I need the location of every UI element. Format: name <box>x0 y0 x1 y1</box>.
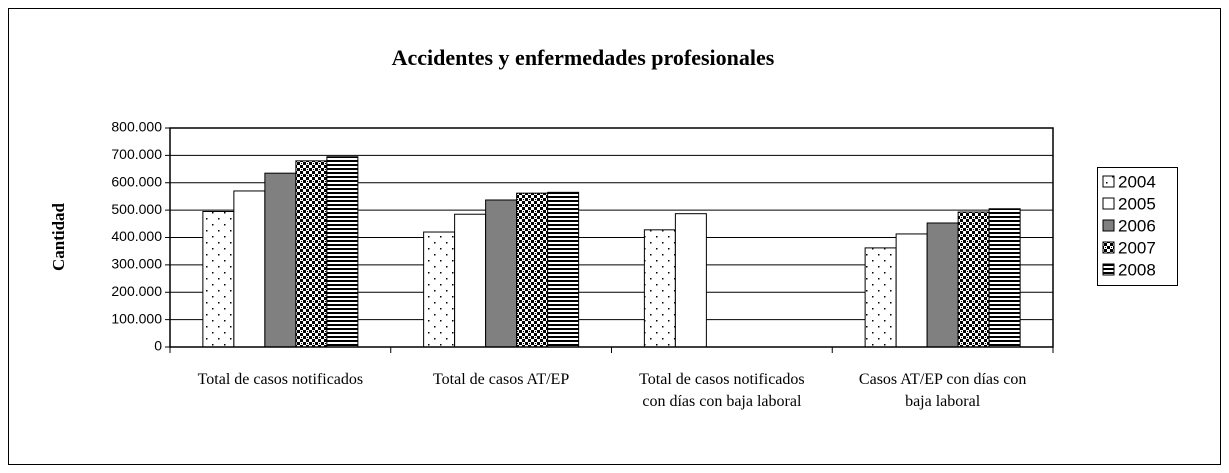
x-tick-label: Total de casos notificados <box>197 371 364 388</box>
y-tick-label: 100.000 <box>111 310 162 326</box>
bar <box>485 199 518 348</box>
plot-border <box>169 127 1054 348</box>
bar <box>547 191 580 348</box>
y-tick-label: 300.000 <box>111 256 162 272</box>
legend-swatch <box>1102 219 1115 232</box>
legend-swatch <box>1102 197 1115 210</box>
bar <box>326 156 359 348</box>
bar <box>957 211 990 348</box>
bar <box>864 247 897 348</box>
bar <box>295 160 328 348</box>
legend-swatch <box>1102 175 1115 188</box>
bar <box>202 210 235 348</box>
y-tick-label: 500.000 <box>111 201 162 217</box>
y-tick-label: 200.000 <box>111 283 162 299</box>
y-axis-label: Cantidad <box>49 202 68 271</box>
y-tick-label: 800.000 <box>111 119 162 135</box>
y-tick-label: 400.000 <box>111 228 162 244</box>
bar <box>454 213 487 348</box>
x-tick-label: Total de casos notificados con días con … <box>639 371 805 410</box>
legend-swatch <box>1102 241 1115 254</box>
bar <box>516 192 549 348</box>
bar <box>233 190 266 348</box>
chart-title: Accidentes y enfermedades profesionales <box>392 45 775 70</box>
y-tick-label: 600.000 <box>111 173 162 189</box>
bar <box>423 231 456 348</box>
bar <box>988 208 1021 348</box>
x-tick-label: Casos AT/EP con días con baja laboral <box>858 371 1027 410</box>
y-tick-label: 700.000 <box>111 146 162 162</box>
y-tick-label: 0 <box>154 338 162 354</box>
x-tick-label: Total de casos AT/EP <box>433 371 570 388</box>
legend-label: 2007 <box>1118 238 1156 257</box>
legend-label: 2005 <box>1118 194 1156 213</box>
legend-label: 2006 <box>1118 216 1156 235</box>
bar <box>926 222 959 348</box>
legend-label: 2008 <box>1118 260 1156 279</box>
bar <box>674 213 707 348</box>
legend-swatch <box>1102 263 1115 276</box>
bar <box>895 233 928 348</box>
bar <box>264 172 297 348</box>
legend-label: 2004 <box>1118 172 1156 191</box>
bar <box>643 229 676 348</box>
